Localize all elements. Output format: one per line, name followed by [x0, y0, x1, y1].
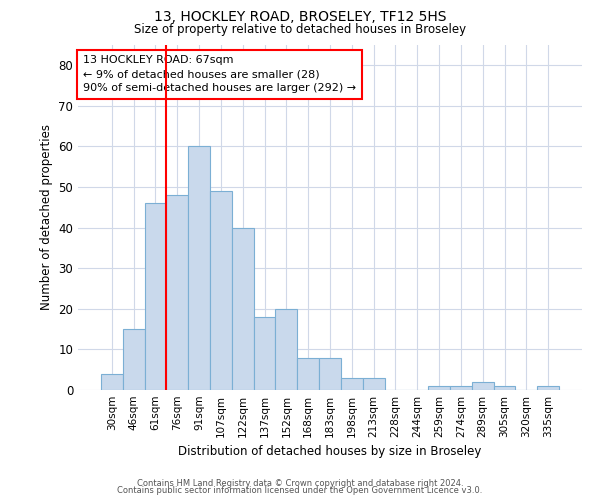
X-axis label: Distribution of detached houses by size in Broseley: Distribution of detached houses by size …: [178, 446, 482, 458]
Bar: [297, 358, 319, 390]
Bar: [145, 204, 166, 390]
Bar: [254, 317, 275, 390]
Text: Contains public sector information licensed under the Open Government Licence v3: Contains public sector information licen…: [118, 486, 482, 495]
Bar: [319, 358, 341, 390]
Bar: [494, 386, 515, 390]
Y-axis label: Number of detached properties: Number of detached properties: [40, 124, 53, 310]
Bar: [232, 228, 254, 390]
Text: 13 HOCKLEY ROAD: 67sqm
← 9% of detached houses are smaller (28)
90% of semi-deta: 13 HOCKLEY ROAD: 67sqm ← 9% of detached …: [83, 56, 356, 94]
Bar: [428, 386, 450, 390]
Text: 13, HOCKLEY ROAD, BROSELEY, TF12 5HS: 13, HOCKLEY ROAD, BROSELEY, TF12 5HS: [154, 10, 446, 24]
Text: Contains HM Land Registry data © Crown copyright and database right 2024.: Contains HM Land Registry data © Crown c…: [137, 478, 463, 488]
Bar: [275, 309, 297, 390]
Bar: [472, 382, 494, 390]
Bar: [450, 386, 472, 390]
Bar: [210, 191, 232, 390]
Bar: [101, 374, 123, 390]
Bar: [537, 386, 559, 390]
Bar: [363, 378, 385, 390]
Bar: [123, 329, 145, 390]
Bar: [188, 146, 210, 390]
Text: Size of property relative to detached houses in Broseley: Size of property relative to detached ho…: [134, 22, 466, 36]
Bar: [166, 195, 188, 390]
Bar: [341, 378, 363, 390]
